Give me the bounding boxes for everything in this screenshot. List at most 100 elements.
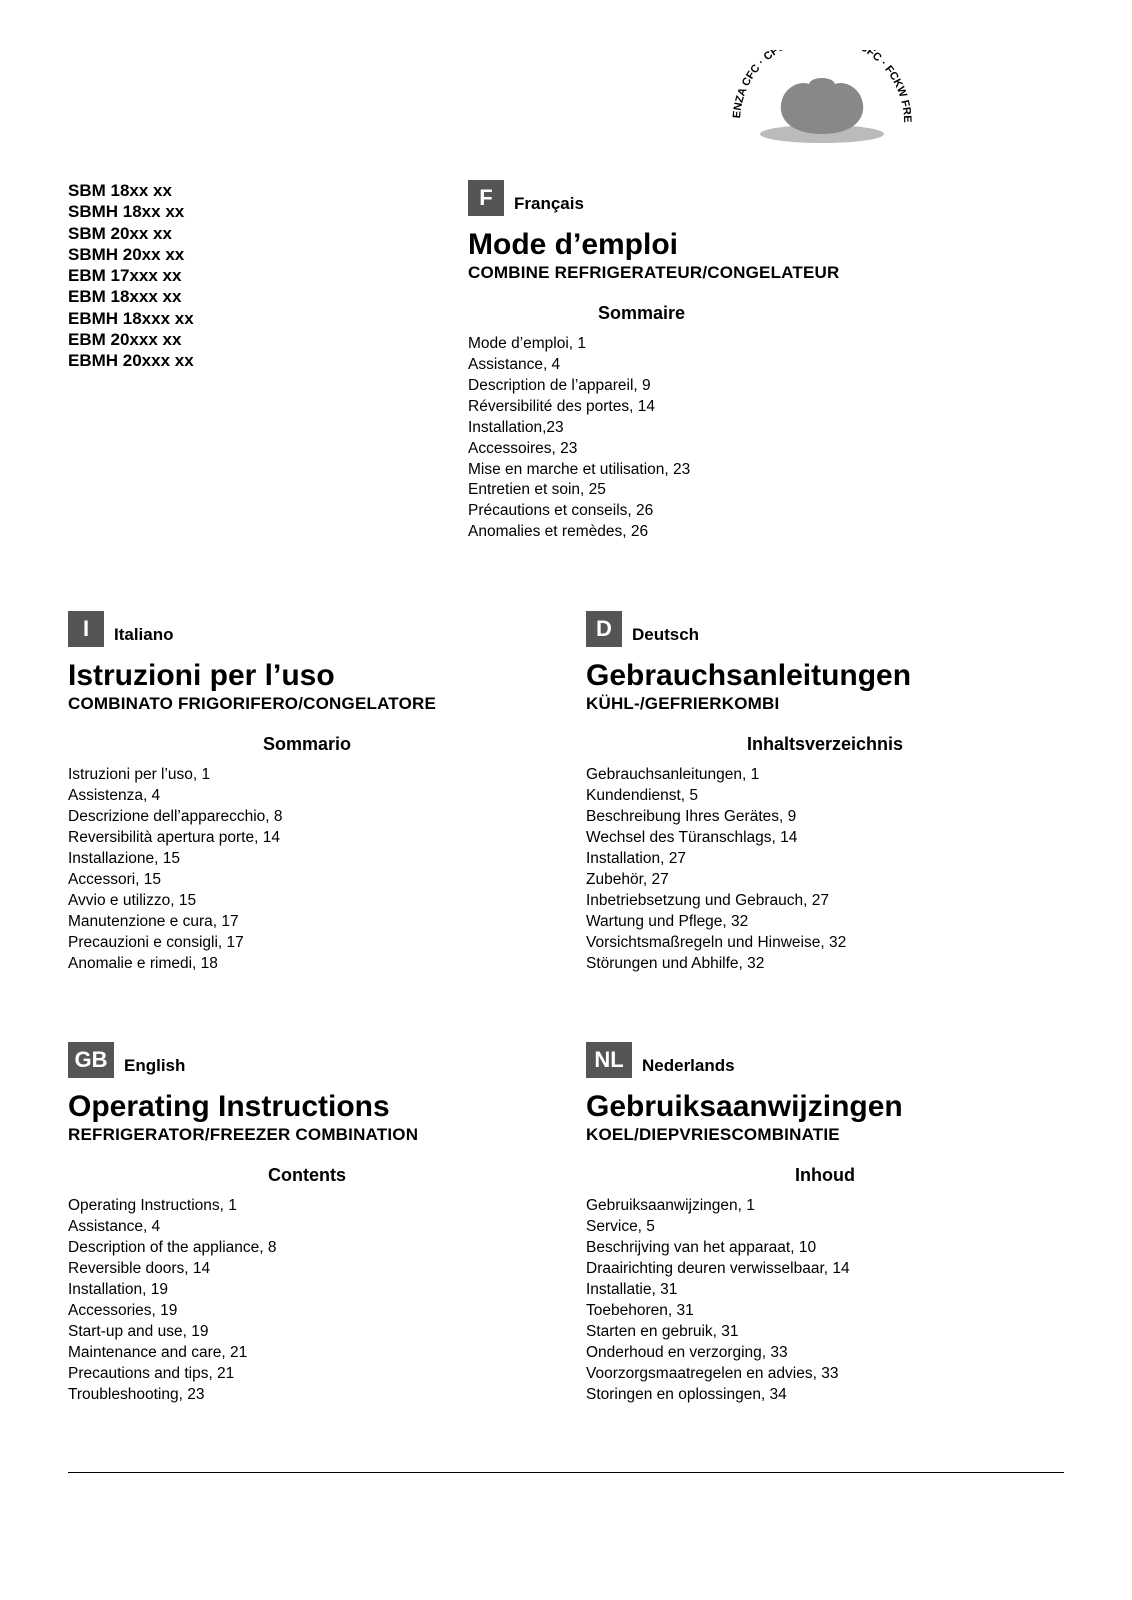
section-title: Gebruiksaanwijzingen — [586, 1090, 1064, 1123]
toc-heading: Sommario — [68, 734, 546, 755]
toc-item: Service, 5 — [586, 1217, 1064, 1238]
model-item: SBMH 20xx xx — [68, 244, 428, 265]
toc-list: Operating Instructions, 1 Assistance, 4 … — [68, 1196, 546, 1405]
toc-item: Onderhoud en verzorging, 33 — [586, 1343, 1064, 1364]
lang-name: Français — [514, 194, 584, 216]
toc-item: Wartung und Pflege, 32 — [586, 912, 1064, 933]
model-item: EBM 18xxx xx — [68, 286, 428, 307]
lang-name: English — [124, 1056, 185, 1078]
toc-item: Installatie, 31 — [586, 1280, 1064, 1301]
toc-item: Wechsel des Türanschlags, 14 — [586, 828, 1064, 849]
toc-item: Installazione, 15 — [68, 849, 546, 870]
toc-item: Störungen und Abhilfe, 32 — [586, 954, 1064, 975]
model-item: EBMH 20xxx xx — [68, 350, 428, 371]
toc-item: Start-up and use, 19 — [68, 1322, 546, 1343]
lang-tag: F — [468, 180, 504, 216]
footer-rule — [68, 1472, 1064, 1473]
model-item: SBMH 18xx xx — [68, 201, 428, 222]
toc-item: Voorzorgsmaatregelen en advies, 33 — [586, 1364, 1064, 1385]
lang-tag: GB — [68, 1042, 114, 1078]
lang-block-french: F Français Mode d’emploi COMBINE REFRIGE… — [468, 180, 1064, 543]
model-item: EBMH 18xxx xx — [68, 308, 428, 329]
section-subtitle: COMBINATO FRIGORIFERO/CONGELATORE — [68, 694, 546, 714]
section-title: Istruzioni per l’uso — [68, 659, 546, 692]
toc-item: Storingen en oplossingen, 34 — [586, 1385, 1064, 1406]
lang-name: Italiano — [114, 625, 174, 647]
toc-item: Accessories, 19 — [68, 1301, 546, 1322]
toc-item: Beschrijving van het apparaat, 10 — [586, 1238, 1064, 1259]
lang-block-dutch: NL Nederlands Gebruiksaanwijzingen KOEL/… — [586, 1042, 1064, 1405]
cfc-free-icon: SENZA CFC · CFC FREE · SANS CFC · FCKW F… — [727, 50, 917, 145]
toc-heading: Inhaltsverzeichnis — [586, 734, 1064, 755]
model-item: EBM 17xxx xx — [68, 265, 428, 286]
toc-item: Starten en gebruik, 31 — [586, 1322, 1064, 1343]
toc-item: Kundendienst, 5 — [586, 786, 1064, 807]
lang-tag: I — [68, 611, 104, 647]
model-item: EBM 20xxx xx — [68, 329, 428, 350]
model-item: SBM 20xx xx — [68, 223, 428, 244]
toc-item: Precautions and tips, 21 — [68, 1364, 546, 1385]
toc-item: Anomalie e rimedi, 18 — [68, 954, 546, 975]
toc-item: Operating Instructions, 1 — [68, 1196, 546, 1217]
toc-item: Inbetriebsetzung und Gebrauch, 27 — [586, 891, 1064, 912]
toc-item: Avvio e utilizzo, 15 — [68, 891, 546, 912]
section-subtitle: COMBINE REFRIGERATEUR/CONGELATEUR — [468, 263, 1064, 283]
toc-item: Precauzioni e consigli, 17 — [68, 933, 546, 954]
toc-item: Installation, 27 — [586, 849, 1064, 870]
toc-item: Entretien et soin, 25 — [468, 480, 1064, 501]
toc-item: Draairichting deuren verwisselbaar, 14 — [586, 1259, 1064, 1280]
toc-item: Istruzioni per l’uso, 1 — [68, 765, 546, 786]
document-page: SENZA CFC · CFC FREE · SANS CFC · FCKW F… — [0, 0, 1132, 1513]
toc-item: Assistance, 4 — [68, 1217, 546, 1238]
toc-item: Installation,23 — [468, 418, 1064, 439]
lang-tag: D — [586, 611, 622, 647]
lang-block-english: GB English Operating Instructions REFRIG… — [68, 1042, 546, 1405]
lang-block-german: D Deutsch Gebrauchsanleitungen KÜHL-/GEF… — [586, 611, 1064, 974]
section-subtitle: KÜHL-/GEFRIERKOMBI — [586, 694, 1064, 714]
toc-item: Réversibilité des portes, 14 — [468, 397, 1064, 418]
toc-item: Accessori, 15 — [68, 870, 546, 891]
section-subtitle: REFRIGERATOR/FREEZER COMBINATION — [68, 1125, 546, 1145]
model-item: SBM 18xx xx — [68, 180, 428, 201]
lang-tag-row: I Italiano — [68, 611, 546, 647]
top-row: SBM 18xx xx SBMH 18xx xx SBM 20xx xx SBM… — [68, 180, 1064, 571]
toc-item: Gebruiksaanwijzingen, 1 — [586, 1196, 1064, 1217]
section-title: Operating Instructions — [68, 1090, 546, 1123]
row-gb-nl: GB English Operating Instructions REFRIG… — [68, 1042, 1064, 1433]
lang-tag-row: F Français — [468, 180, 1064, 216]
eco-badge: SENZA CFC · CFC FREE · SANS CFC · FCKW F… — [727, 50, 917, 150]
toc-item: Beschreibung Ihres Gerätes, 9 — [586, 807, 1064, 828]
toc-item: Assistance, 4 — [468, 355, 1064, 376]
lang-tag: NL — [586, 1042, 632, 1078]
section-subtitle: KOEL/DIEPVRIESCOMBINATIE — [586, 1125, 1064, 1145]
toc-item: Reversible doors, 14 — [68, 1259, 546, 1280]
lang-tag-row: GB English — [68, 1042, 546, 1078]
toc-item: Description de l’appareil, 9 — [468, 376, 1064, 397]
toc-heading: Sommaire — [468, 303, 1064, 324]
toc-list: Gebruiksaanwijzingen, 1 Service, 5 Besch… — [586, 1196, 1064, 1405]
toc-item: Mode d’emploi, 1 — [468, 334, 1064, 355]
toc-item: Troubleshooting, 23 — [68, 1385, 546, 1406]
lang-tag-row: NL Nederlands — [586, 1042, 1064, 1078]
toc-item: Gebrauchsanleitungen, 1 — [586, 765, 1064, 786]
toc-list: Gebrauchsanleitungen, 1 Kundendienst, 5 … — [586, 765, 1064, 974]
toc-item: Description of the appliance, 8 — [68, 1238, 546, 1259]
section-title: Mode d’emploi — [468, 228, 1064, 261]
toc-item: Vorsichtsmaßregeln und Hinweise, 32 — [586, 933, 1064, 954]
toc-item: Mise en marche et utilisation, 23 — [468, 460, 1064, 481]
toc-item: Assistenza, 4 — [68, 786, 546, 807]
lang-name: Deutsch — [632, 625, 699, 647]
badge-tree — [781, 78, 863, 134]
toc-item: Descrizione dell’apparecchio, 8 — [68, 807, 546, 828]
toc-item: Zubehör, 27 — [586, 870, 1064, 891]
toc-list: Mode d’emploi, 1 Assistance, 4 Descripti… — [468, 334, 1064, 543]
toc-item: Précautions et conseils, 26 — [468, 501, 1064, 522]
toc-item: Accessoires, 23 — [468, 439, 1064, 460]
toc-heading: Inhoud — [586, 1165, 1064, 1186]
lang-block-italian: I Italiano Istruzioni per l’uso COMBINAT… — [68, 611, 546, 974]
row-it-de: I Italiano Istruzioni per l’uso COMBINAT… — [68, 611, 1064, 1002]
toc-heading: Contents — [68, 1165, 546, 1186]
toc-item: Installation, 19 — [68, 1280, 546, 1301]
lang-tag-row: D Deutsch — [586, 611, 1064, 647]
lang-name: Nederlands — [642, 1056, 735, 1078]
